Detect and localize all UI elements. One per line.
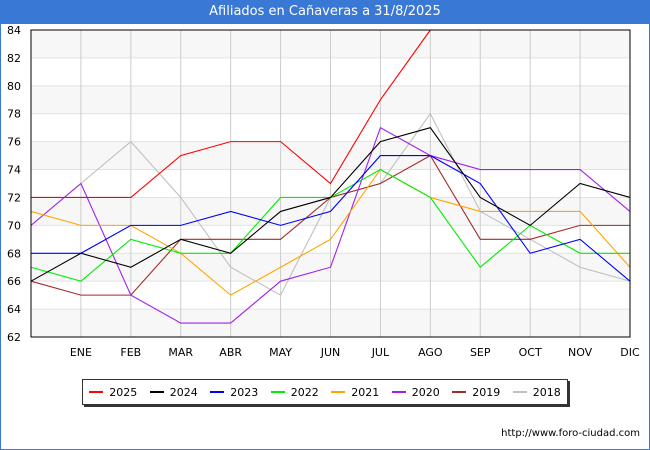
y-tick-label: 76 — [7, 136, 21, 149]
legend-swatch — [512, 391, 527, 393]
legend-item-2022: 2022 — [270, 385, 319, 399]
series-line-2023 — [31, 155, 631, 282]
y-tick-label: 62 — [7, 331, 21, 344]
x-tick-label: DIC — [620, 346, 640, 359]
legend-item-2020: 2020 — [391, 385, 440, 399]
y-tick-label: 74 — [7, 164, 21, 177]
series-line-2025 — [31, 29, 431, 199]
legend-label: 2018 — [532, 385, 561, 399]
x-tick-label: MAR — [168, 346, 193, 359]
legend-item-2021: 2021 — [331, 386, 379, 399]
legend-label: 2025 — [109, 385, 138, 399]
y-tick-label: 72 — [7, 191, 21, 204]
x-tick-label: OCT — [519, 346, 542, 359]
y-tick-label: 66 — [7, 275, 21, 288]
chart-title: Afiliados en Cañaveras a 31/8/2025 — [0, 0, 650, 24]
x-tick-label: NOV — [568, 346, 593, 359]
y-tick-label: 82 — [7, 52, 21, 65]
x-tick-label: JUN — [320, 346, 341, 359]
legend-swatch — [149, 391, 164, 393]
y-tick-label: 84 — [7, 24, 21, 37]
series-line-2020 — [30, 126, 631, 324]
y-tick-label: 64 — [7, 303, 21, 316]
series-line-2024 — [30, 127, 631, 282]
x-tick-label: MAY — [269, 346, 292, 359]
legend-item-2024: 2024 — [149, 385, 198, 399]
x-tick-label: ABR — [219, 346, 242, 359]
legend-item-2019: 2019 — [452, 386, 500, 399]
legend-swatch — [331, 391, 346, 393]
footer-url: http://www.foro-ciudad.com — [501, 428, 640, 439]
y-tick-label: 68 — [7, 247, 21, 260]
legend-label: 2021 — [351, 385, 380, 399]
legend-label: 2020 — [411, 385, 440, 399]
legend-swatch — [270, 391, 285, 393]
plot-border — [30, 29, 631, 338]
x-tick-label: ENE — [70, 346, 92, 359]
legend: 2025 2024 2023 2022 2021 2020 2019 2018 — [82, 379, 568, 405]
legend-swatch — [89, 391, 104, 393]
y-tick-label: 78 — [7, 108, 21, 121]
legend-label: 2019 — [472, 385, 501, 399]
x-tick-label: SEP — [470, 346, 491, 359]
x-tick-label: JUL — [371, 346, 390, 359]
legend-label: 2022 — [290, 385, 319, 399]
legend-swatch — [452, 391, 467, 393]
legend-item-2018: 2018 — [512, 385, 561, 399]
y-tick-label: 70 — [7, 219, 21, 232]
legend-swatch — [391, 391, 406, 393]
legend-label: 2023 — [230, 385, 259, 399]
legend-item-2023: 2023 — [210, 386, 258, 399]
x-tick-label: FEB — [120, 346, 141, 359]
legend-swatch — [210, 391, 225, 393]
legend-label: 2024 — [169, 385, 198, 399]
y-tick-label: 80 — [7, 80, 21, 93]
x-tick-label: AGO — [418, 346, 443, 359]
legend-item-2025: 2025 — [89, 386, 137, 399]
